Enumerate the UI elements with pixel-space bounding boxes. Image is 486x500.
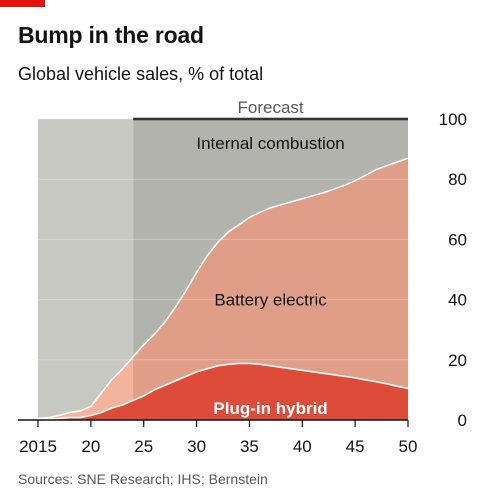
plug-in-hybrid-label: Plug-in hybrid (213, 399, 327, 418)
battery-electric-label: Battery electric (214, 291, 327, 310)
battery-electric-area-forecast (133, 158, 408, 401)
plug-in-hybrid-area (38, 363, 408, 420)
series-labels: Plug-in hybrid Battery electric Internal c… (196, 134, 344, 418)
y-tick-label-20: 20 (448, 351, 467, 370)
x-tick-label-2020: 20 (81, 437, 100, 456)
forecast-label: Forecast (238, 98, 304, 117)
chart-subtitle: Global vehicle sales, % of total (18, 64, 264, 84)
chart-title: Bump in the road (18, 22, 204, 48)
accent-bar (0, 0, 45, 7)
boundary-lines (37, 157, 409, 421)
y-tick-label-80: 80 (448, 170, 467, 189)
source-note: Sources: SNE Research; IHS; Bernstein (18, 471, 268, 487)
historical-panel (38, 119, 134, 420)
battery-electric-line (37, 157, 409, 420)
x-tick-label-2045: 45 (346, 437, 365, 456)
x-tick-label-2040: 40 (293, 437, 312, 456)
x-tick-label-2050: 50 (399, 437, 418, 456)
internal-combustion-label: Internal combustion (196, 134, 344, 153)
x-tick-label-2035: 35 (240, 437, 259, 456)
battery-electric-area-historical (38, 356, 134, 420)
y-tick-label-0: 0 (458, 411, 467, 430)
plug-in-hybrid-line (37, 362, 409, 421)
y-tick-label-60: 60 (448, 230, 467, 249)
y-tick-label-40: 40 (448, 291, 467, 310)
axes: 0 20 40 60 80 100 2015 20 25 30 35 40 45 50 (18, 110, 467, 456)
x-tick-label-2030: 30 (187, 437, 206, 456)
x-tick-label-2025: 25 (134, 437, 153, 456)
gridlines (38, 118, 408, 361)
y-tick-label-100: 100 (439, 110, 467, 129)
x-tick-label-2015: 2015 (19, 437, 57, 456)
area-series (38, 158, 408, 420)
